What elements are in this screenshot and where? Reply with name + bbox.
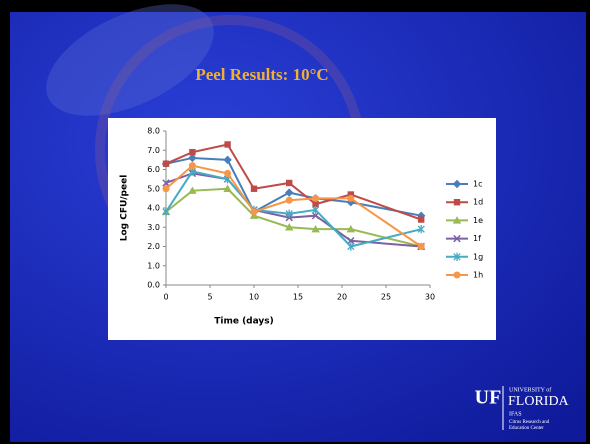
y-tick-label: 1.0 [147, 261, 160, 270]
logo-unit: IFAS [509, 411, 522, 417]
logo-center: Citrus Research and [509, 420, 550, 425]
y-tick-label: 2.0 [147, 242, 160, 251]
slide-title: Peel Results: 10°C [195, 65, 328, 84]
y-tick-label: 8.0 [147, 127, 160, 136]
logo-university: UNIVERSITY of [509, 386, 551, 393]
x-axis-title: Time (days) [214, 317, 274, 327]
logo-center: Education Center [509, 426, 544, 431]
legend-marker [454, 272, 461, 279]
data-point [418, 243, 425, 250]
y-tick-label: 4.0 [147, 204, 160, 213]
data-point [418, 216, 424, 222]
data-point [312, 195, 319, 202]
data-point [286, 180, 292, 186]
data-point [347, 195, 354, 202]
legend-label: 1h [473, 271, 483, 280]
y-tick-label: 5.0 [147, 184, 160, 193]
x-tick-label: 30 [425, 293, 435, 302]
x-tick-label: 0 [163, 293, 168, 302]
data-point [251, 186, 257, 192]
y-axis-title: Log CFU/peel [120, 175, 130, 242]
legend-label: 1d [473, 198, 483, 207]
data-point [189, 162, 196, 169]
data-point [189, 149, 195, 155]
legend-label: 1c [473, 180, 483, 189]
data-point [224, 141, 230, 147]
legend-label: 1g [473, 252, 483, 261]
slide: Peel Results: 10°C 0.0 1.0 2.0 3.0 4.0 5.0 6.0… [0, 0, 590, 444]
x-tick-label: 20 [337, 293, 347, 302]
y-tick-label: 7.0 [147, 146, 160, 155]
data-point [224, 170, 231, 177]
x-tick-label: 25 [381, 293, 391, 302]
x-tick-label: 15 [293, 293, 303, 302]
data-point [163, 185, 170, 192]
x-tick-label: 10 [249, 293, 259, 302]
legend-label: 1e [473, 216, 483, 225]
logo-mark: UF [475, 387, 502, 409]
logo-name: FLORIDA [508, 394, 570, 409]
data-point [251, 208, 258, 215]
y-tick-label: 0.0 [147, 281, 160, 290]
data-point [163, 161, 169, 167]
y-tick-label: 3.0 [147, 223, 160, 232]
legend-label: 1f [473, 234, 481, 243]
data-point [286, 197, 293, 204]
x-tick-label: 5 [207, 293, 212, 302]
y-tick-label: 6.0 [147, 165, 160, 174]
legend-marker [454, 199, 460, 205]
